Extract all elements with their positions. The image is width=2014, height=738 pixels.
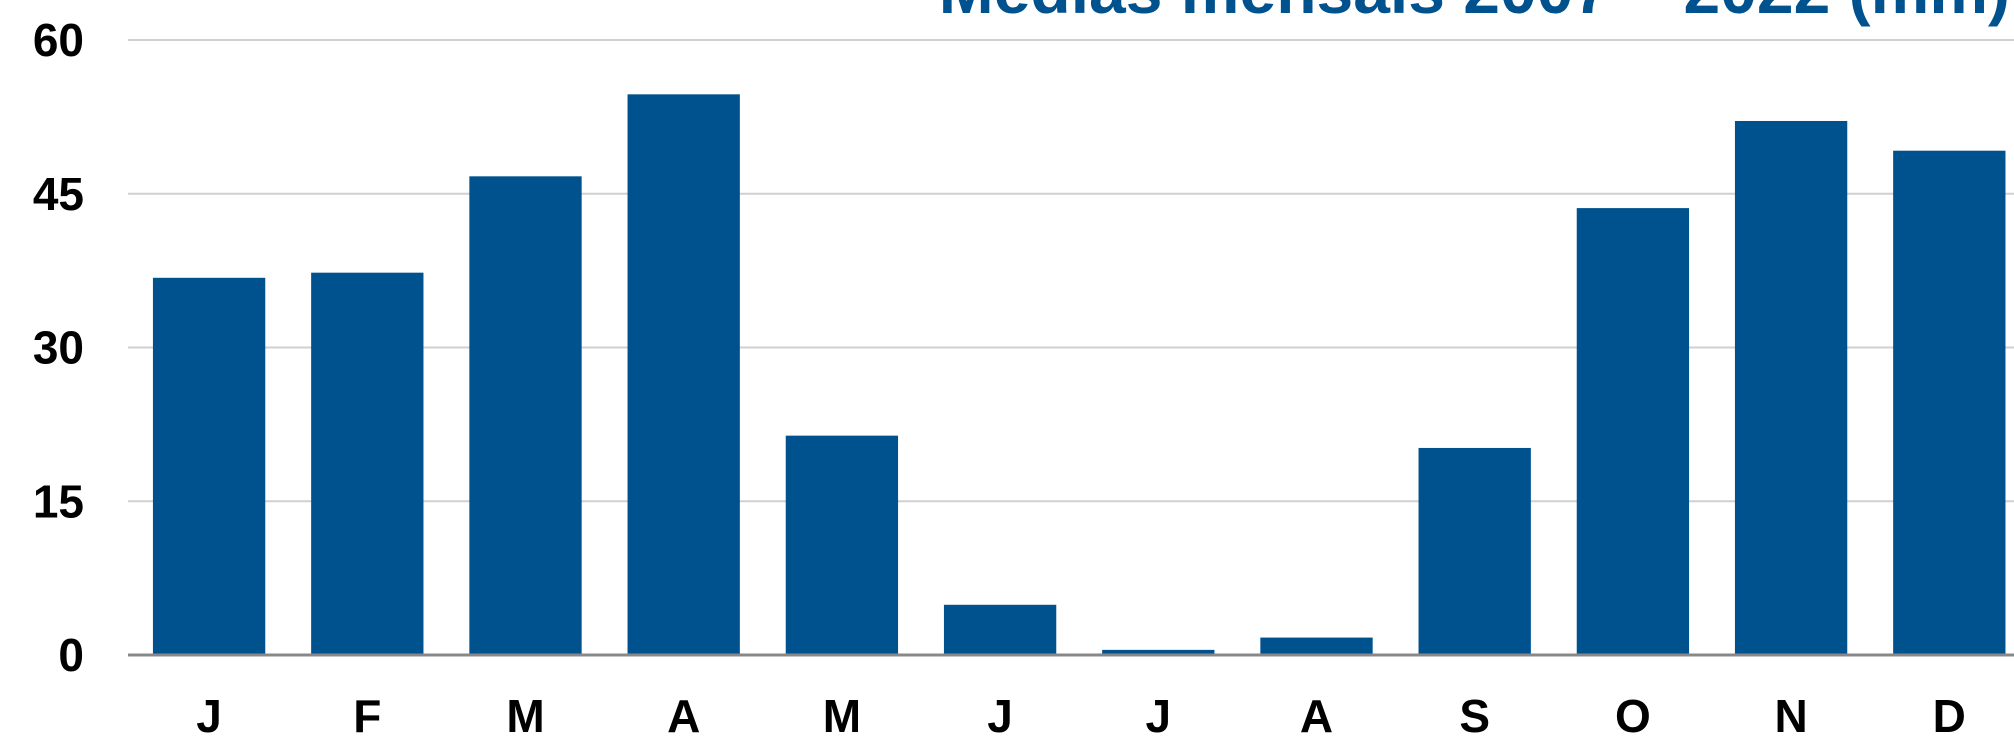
bar [152, 277, 266, 655]
bar [943, 604, 1057, 655]
y-tick-label: 60 [33, 14, 84, 66]
y-tick-label: 15 [33, 475, 84, 527]
x-tick-label: S [1459, 690, 1490, 738]
chart-title: Médias mensais 2007 – 2022 (mm) [939, 0, 2010, 27]
bar [311, 272, 424, 655]
bar [1418, 447, 1531, 655]
bar [469, 176, 582, 655]
x-tick-label: O [1615, 690, 1651, 738]
x-tick-label: D [1933, 690, 1966, 738]
bar [1102, 649, 1215, 655]
x-tick-label: A [667, 690, 700, 738]
bar [1893, 150, 2006, 655]
bar [1734, 120, 1848, 656]
y-tick-label: 30 [33, 322, 84, 374]
bar [1576, 208, 1690, 655]
y-tick-label: 45 [33, 168, 84, 220]
bar [1260, 637, 1373, 655]
bar [785, 435, 899, 655]
x-tick-label: N [1774, 690, 1807, 738]
x-tick-label: F [353, 690, 381, 738]
x-tick-label: M [823, 690, 861, 738]
y-tick-label: 0 [58, 629, 84, 681]
x-tick-label: M [506, 690, 544, 738]
x-tick-label: J [987, 690, 1013, 738]
x-tick-label: A [1300, 690, 1333, 738]
bar [627, 94, 740, 655]
x-tick-label: J [196, 690, 222, 738]
x-tick-label: J [1146, 690, 1172, 738]
